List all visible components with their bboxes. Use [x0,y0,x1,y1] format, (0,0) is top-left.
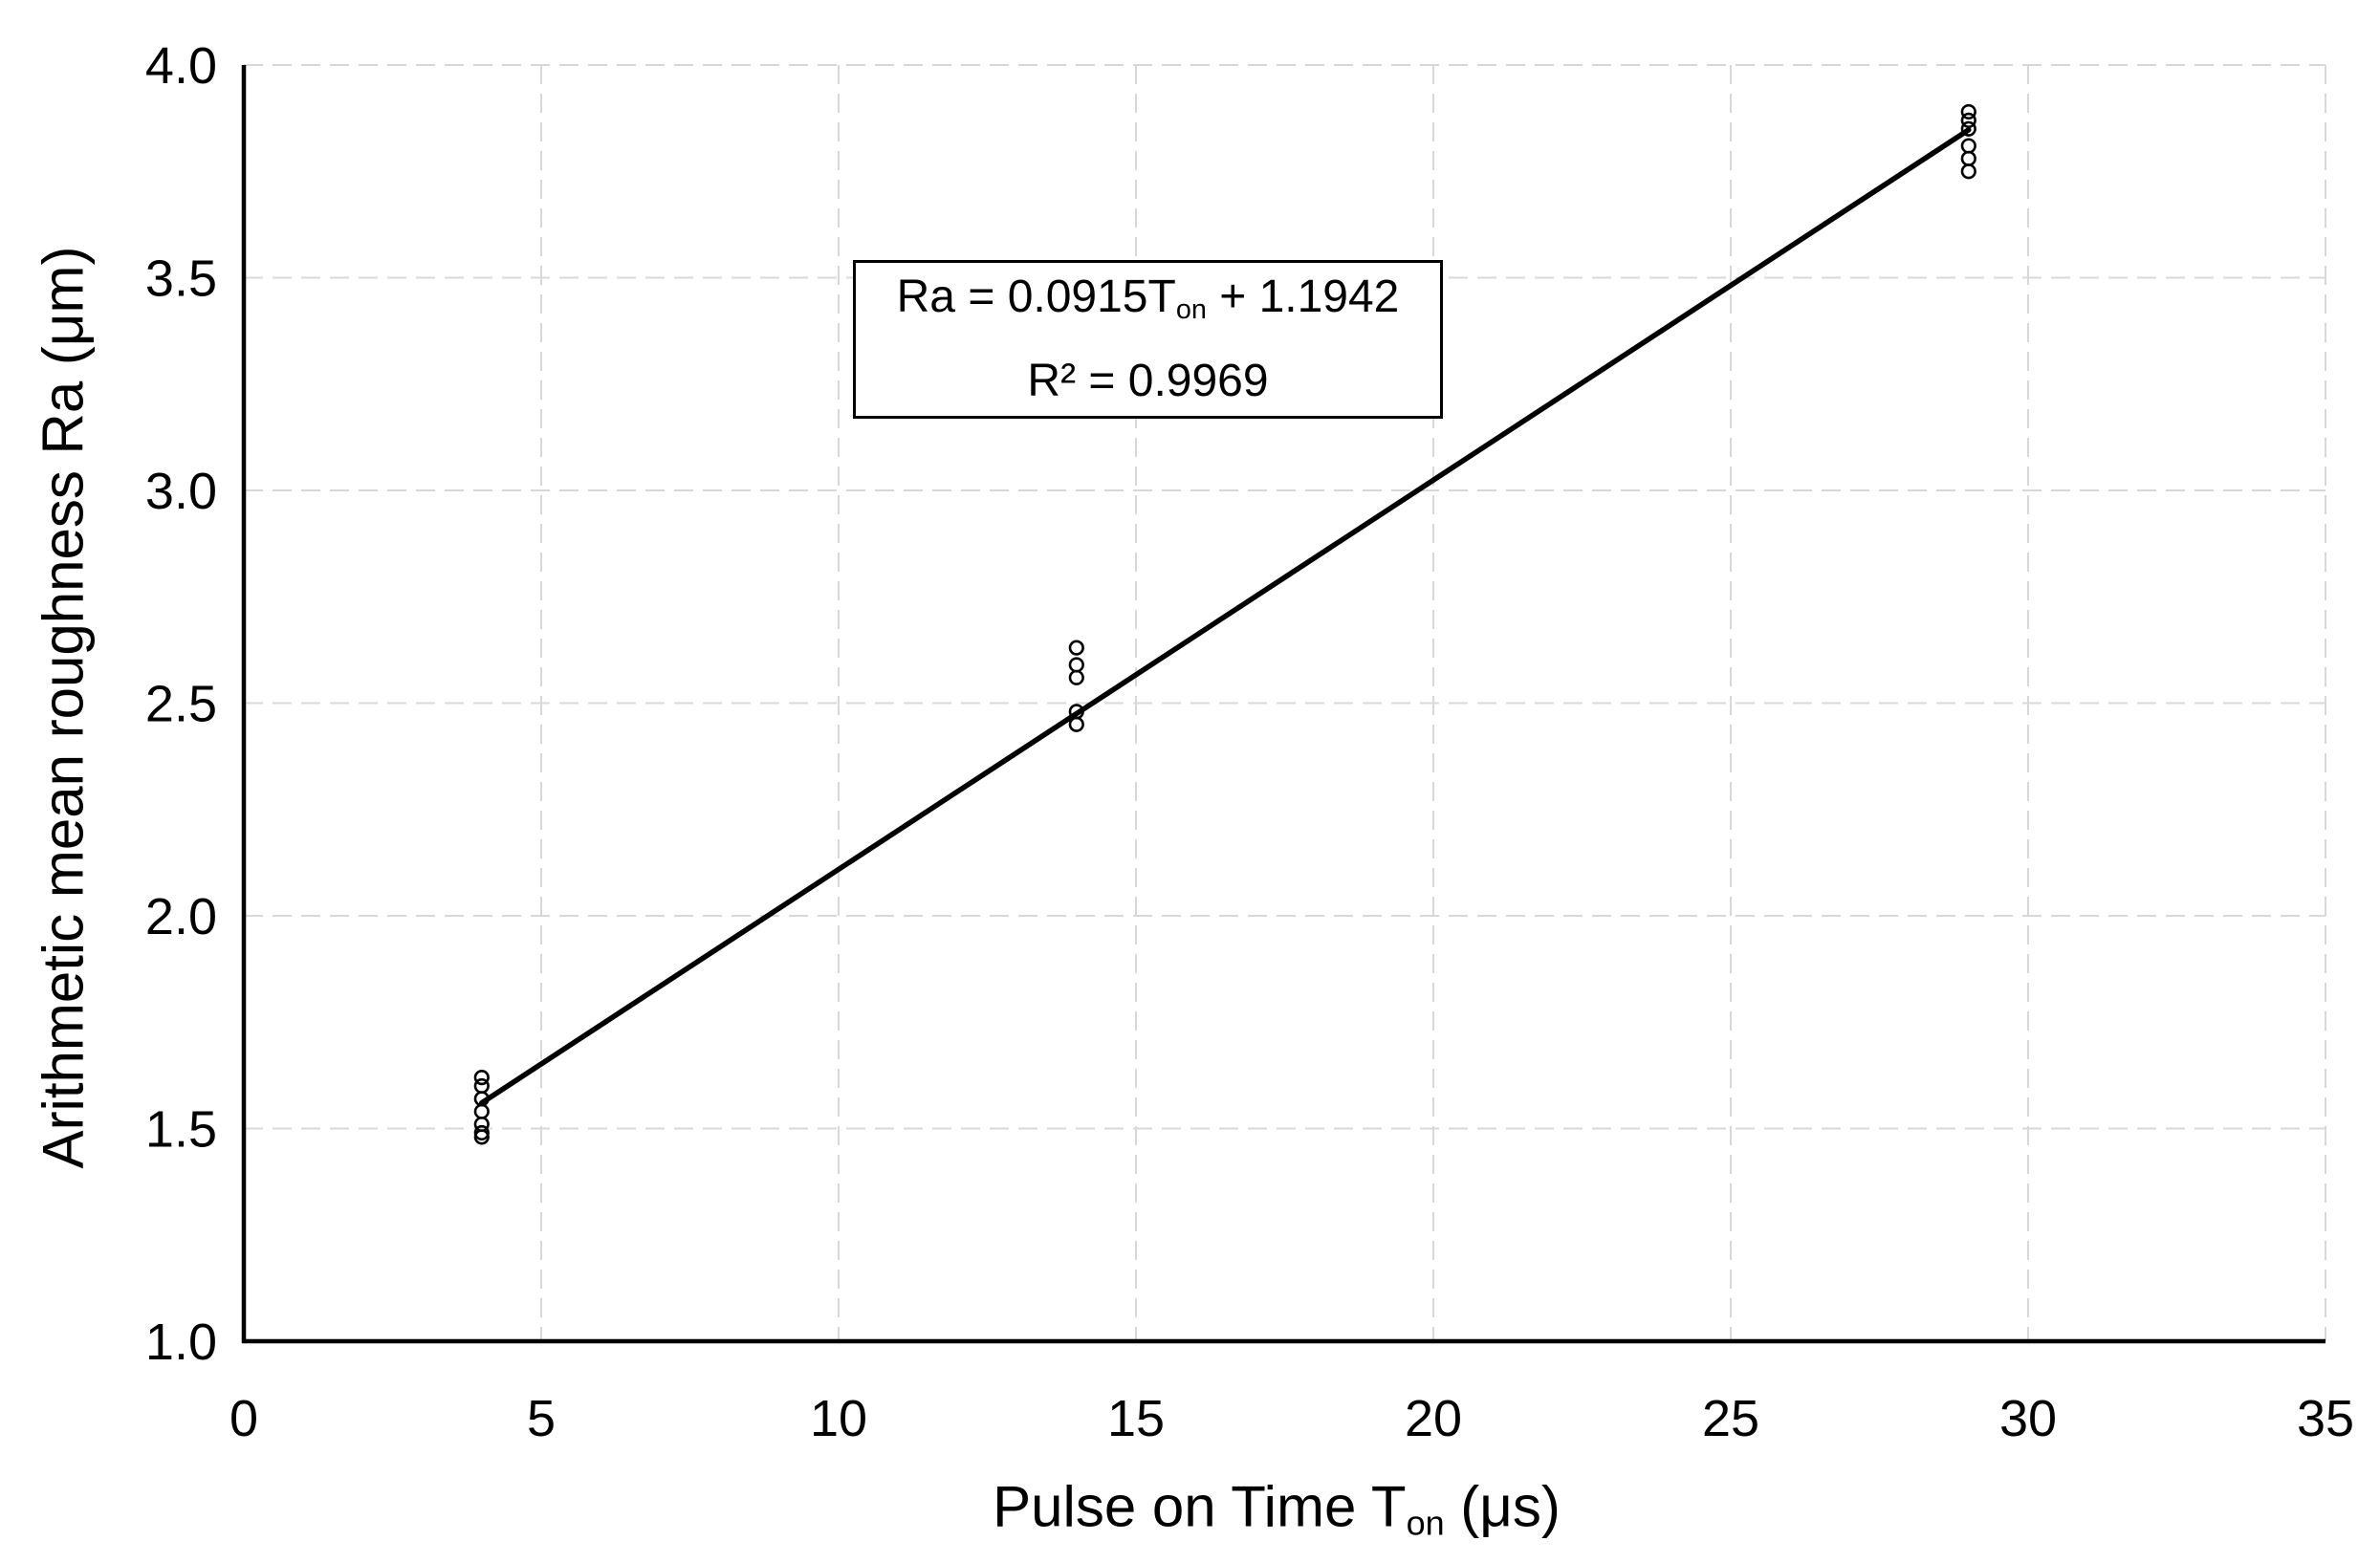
trendline-equation-box: Ra = 0.0915Ton + 1.1942 R² = 0.9969 [853,260,1443,419]
y-tick-label: 1.0 [145,1313,217,1371]
trendline-equation-line: Ra = 0.0915Ton + 1.1942 [897,262,1400,345]
x-axis-title-text: Pulse on Time T [993,1474,1407,1539]
x-tick-label: 5 [527,1390,556,1447]
x-axis-title-subscript: on [1406,1503,1445,1543]
y-tick-label: 2.5 [145,676,217,733]
data-point-marker [1960,103,1976,120]
y-tick-label: 3.0 [145,463,217,520]
y-tick-label: 4.0 [145,37,217,95]
y-axis-title: Arithmetic mean roughness Ra (μm) [31,247,97,1169]
data-point-marker [1960,150,1976,166]
data-point-marker [1960,112,1976,128]
data-point-marker [473,1124,490,1141]
data-point-marker [1068,640,1084,656]
equation-suffix: + 1.1942 [1206,271,1400,323]
x-axis-title: Pulse on Time Ton (μs) [993,1474,1561,1544]
x-tick-label: 35 [2297,1390,2354,1447]
x-tick-label: 10 [810,1390,867,1447]
x-tick-label: 30 [1999,1390,2057,1447]
x-axis-title-units: (μs) [1444,1474,1561,1539]
equation-prefix: Ra = 0.0915T [896,271,1176,323]
data-point-marker [1068,669,1084,685]
r-squared-line: R² = 0.9969 [1027,355,1269,406]
data-point-marker [1960,120,1976,137]
data-point-marker [1960,138,1976,154]
x-tick-label: 20 [1405,1390,1462,1447]
data-point-marker [473,1077,490,1095]
data-point-marker [473,1069,490,1086]
y-tick-label: 1.5 [145,1101,217,1159]
y-axis-title-text: Arithmetic mean roughness Ra (μm) [31,246,96,1169]
data-point-marker [473,1103,490,1119]
data-point-marker [1068,657,1084,673]
data-point-marker [1068,716,1084,732]
x-tick-label: 25 [1702,1390,1759,1447]
x-tick-label: 15 [1107,1390,1165,1447]
data-point-marker [1960,163,1976,180]
data-point-marker [473,1129,490,1145]
equation-subscript: on [1175,294,1207,326]
x-tick-label: 0 [229,1390,258,1447]
y-tick-label: 3.5 [145,250,217,308]
y-tick-label: 2.0 [145,888,217,945]
trendline [479,127,1972,1106]
